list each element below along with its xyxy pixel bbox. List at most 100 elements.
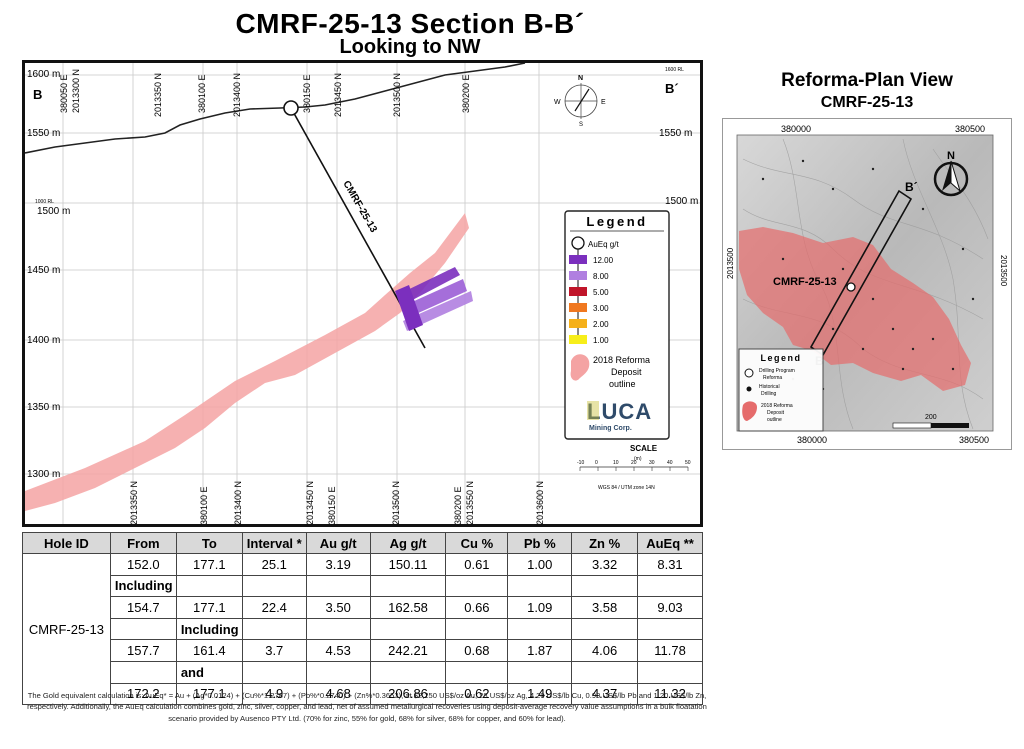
north-label: N (947, 150, 955, 162)
legend-deposit-3: outline (609, 379, 636, 389)
plan-label-b-prime: B´ (905, 180, 918, 194)
elevation-labels-right: 1550 m 1500 m (659, 128, 698, 207)
bottom-grid-label: 380200 E (453, 486, 463, 525)
table-cell: 162.58 (369, 596, 447, 619)
bottom-grid-label: 380150 E (327, 486, 337, 525)
plan-legend-item-2b: Drilling (761, 391, 777, 397)
plan-legend-dot-icon (746, 386, 752, 392)
elev-1600: 1600 m (27, 69, 60, 80)
table-cell: 177.1 (175, 682, 243, 706)
collar-marker (283, 100, 299, 116)
compass-n: N (578, 75, 583, 82)
empty-cell (507, 574, 573, 598)
legend-swatch (569, 287, 587, 296)
plan-legend-item-2: Historical (759, 384, 780, 390)
table-cell: 172.2 (109, 682, 177, 706)
table-cell: 4.06 (571, 639, 639, 662)
table-header-cell: Au g/t (305, 532, 371, 554)
top-grid-label: 2013350 N (153, 73, 163, 117)
table-header-cell: Hole ID (22, 532, 111, 554)
table-header-cell: Cu % (445, 532, 509, 554)
table-cell: 3.50 (305, 596, 371, 619)
compass-rose-icon: N W E S (554, 75, 606, 128)
bottom-grid-label: 2013550 N (465, 481, 475, 525)
empty-cell (507, 660, 573, 684)
table-cell: 11.32 (637, 682, 703, 706)
legend-swatch-label: 8.00 (593, 272, 609, 281)
plan-legend-item-3c: outline (767, 417, 782, 423)
plan-legend: Legend Drilling Program Reforma Historic… (738, 348, 824, 432)
scale-label: SCALE (630, 444, 658, 453)
empty-cell (241, 617, 307, 641)
plan-view-canvas: B´ B CMRF-25-13 N 380000 380500 380000 3… (726, 124, 1008, 445)
subheading-cell: Including (175, 617, 243, 641)
plan-scale-bar: 200 (892, 414, 969, 429)
compass-e: E (601, 99, 606, 106)
table-header-cell: To (175, 532, 243, 554)
empty-cell (637, 617, 703, 641)
plan-title: Reforma-Plan View (781, 70, 953, 91)
elev-1550: 1550 m (27, 128, 60, 139)
table-cell: 150.11 (369, 553, 447, 576)
table-cell: 154.7 (109, 596, 177, 619)
table-cell: 1.00 (507, 553, 573, 576)
table-cell: 3.7 (241, 639, 307, 662)
plan-northing-right: 2013500 (999, 255, 1008, 287)
top-grid-labels: 380050 E 2013300 N 2013350 N 380100 E 20… (59, 69, 471, 117)
empty-cell (241, 660, 307, 684)
legend-title: Legend (586, 214, 647, 229)
empty-cell (241, 574, 307, 598)
legend-swatch (569, 271, 587, 280)
scale-tick-label: -10 (577, 460, 584, 466)
top-grid-label: 2013450 N (333, 73, 343, 117)
plan-legend-item-3b: Deposit (767, 410, 785, 416)
top-grid-label: 380050 E (59, 74, 69, 113)
table-subheading-row: and (23, 660, 703, 684)
legend-deposit-1: 2018 Reforma (593, 355, 650, 365)
empty-cell (369, 574, 447, 598)
table-header-cell: Zn % (571, 532, 639, 554)
legend-swatch (569, 255, 587, 264)
elevation-labels-left: 1600 m 1550 m 1500 m 1450 m 1400 m 1350 … (27, 69, 70, 480)
plan-view-panel: B´ B CMRF-25-13 N 380000 380500 380000 3… (722, 118, 1012, 450)
empty-cell (637, 660, 703, 684)
plan-legend-item-1b: Reforma (763, 375, 782, 381)
elev-1350: 1350 m (27, 402, 60, 413)
table-cell: 8.31 (637, 553, 703, 576)
table-cell: 152.0 (109, 553, 177, 576)
empty-cell (369, 617, 447, 641)
table-cell: 242.21 (369, 639, 447, 662)
empty-cell (507, 617, 573, 641)
legend-deposit-2: Deposit (611, 367, 642, 377)
legend-deposit-swatch (570, 354, 590, 381)
plan-legend-deposit-swatch (742, 401, 757, 421)
table-cell: 1.87 (507, 639, 573, 662)
table-header-cell: AuEq ** (637, 532, 703, 554)
subheading-cell: and (175, 660, 243, 684)
top-grid-label: 2013500 N (392, 73, 402, 117)
legend-swatch-label: 12.00 (593, 256, 614, 265)
elev-1400: 1400 m (27, 335, 60, 346)
elev-right-1550: 1550 m (659, 128, 692, 139)
legend-swatch-label: 2.00 (593, 320, 609, 329)
bottom-grid-label: 2013600 N (535, 481, 545, 525)
deposit-outline-shape (25, 213, 469, 511)
empty-cell (369, 660, 447, 684)
bottom-grid-label: 380100 E (199, 486, 209, 525)
bottom-grid-label: 2013350 N (129, 481, 139, 525)
plan-legend-title: Legend (760, 353, 801, 363)
bottom-grid-label: 2013500 N (391, 481, 401, 525)
legend-swatch-label: 1.00 (593, 336, 609, 345)
top-grid-label: 380100 E (197, 74, 207, 113)
scale-tick-label: 0 (595, 460, 598, 466)
table-cell: 22.4 (241, 596, 307, 619)
plan-bottom-easting-right: 380500 (959, 435, 989, 445)
plan-scale-label: 200 (925, 414, 937, 421)
scale-unit: (m) (634, 456, 642, 462)
section-legend: Legend AuEq g/t 12.00 8.00 5.00 3.00 2.00 1.0… (564, 210, 670, 440)
table-subheading-row: Including (23, 574, 703, 598)
plan-hole-label: CMRF-25-13 (773, 276, 837, 288)
table-cell: 0.66 (445, 596, 509, 619)
bottom-grid-label: 2013450 N (305, 481, 315, 525)
aueq-footnote: The Gold equivalent calculation is: AuEq… (27, 691, 707, 723)
